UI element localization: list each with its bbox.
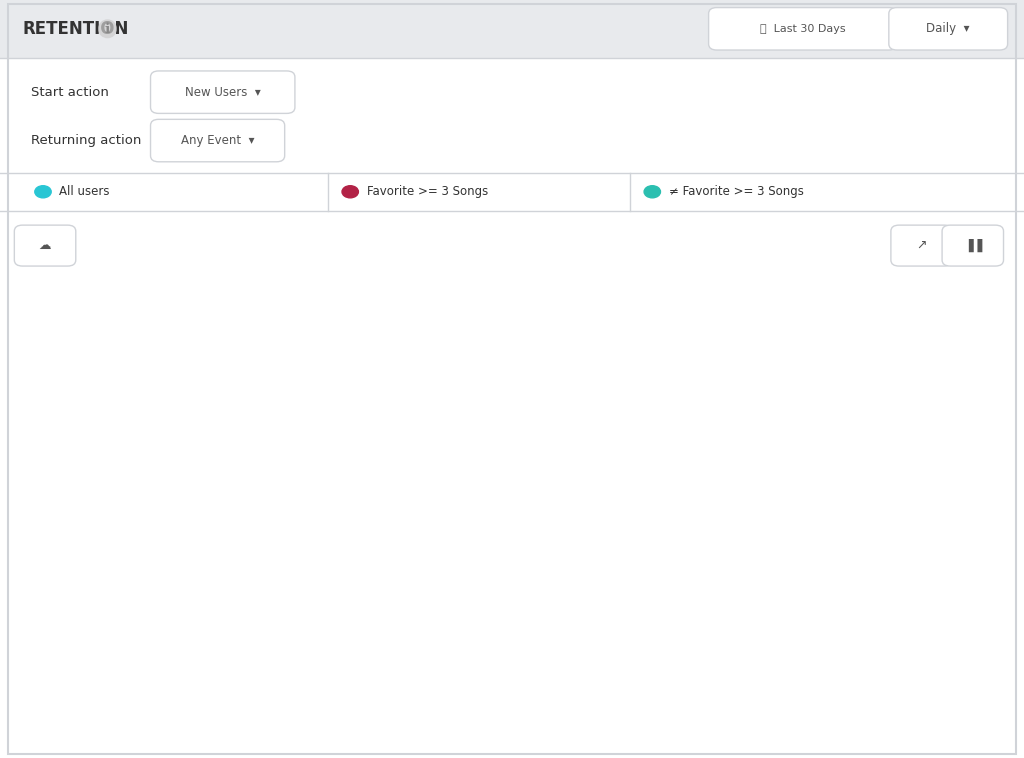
Text: All users: All users xyxy=(59,185,110,199)
Text: Returning action: Returning action xyxy=(31,134,141,147)
Text: ℹ: ℹ xyxy=(104,22,111,36)
Text: Start action: Start action xyxy=(31,86,109,99)
Text: ↗: ↗ xyxy=(916,239,927,252)
Text: New Users  ▾: New Users ▾ xyxy=(185,86,260,99)
Text: RETENTION: RETENTION xyxy=(23,20,129,38)
Text: ≠ Favorite >= 3 Songs: ≠ Favorite >= 3 Songs xyxy=(669,185,804,199)
Text: 📅  Last 30 Days: 📅 Last 30 Days xyxy=(760,23,846,34)
Text: Any Event  ▾: Any Event ▾ xyxy=(181,134,254,147)
Text: ▐▐: ▐▐ xyxy=(964,239,982,252)
Text: ☁: ☁ xyxy=(39,239,51,252)
Text: Favorite >= 3 Songs: Favorite >= 3 Songs xyxy=(367,185,487,199)
Text: Daily  ▾: Daily ▾ xyxy=(927,22,970,36)
